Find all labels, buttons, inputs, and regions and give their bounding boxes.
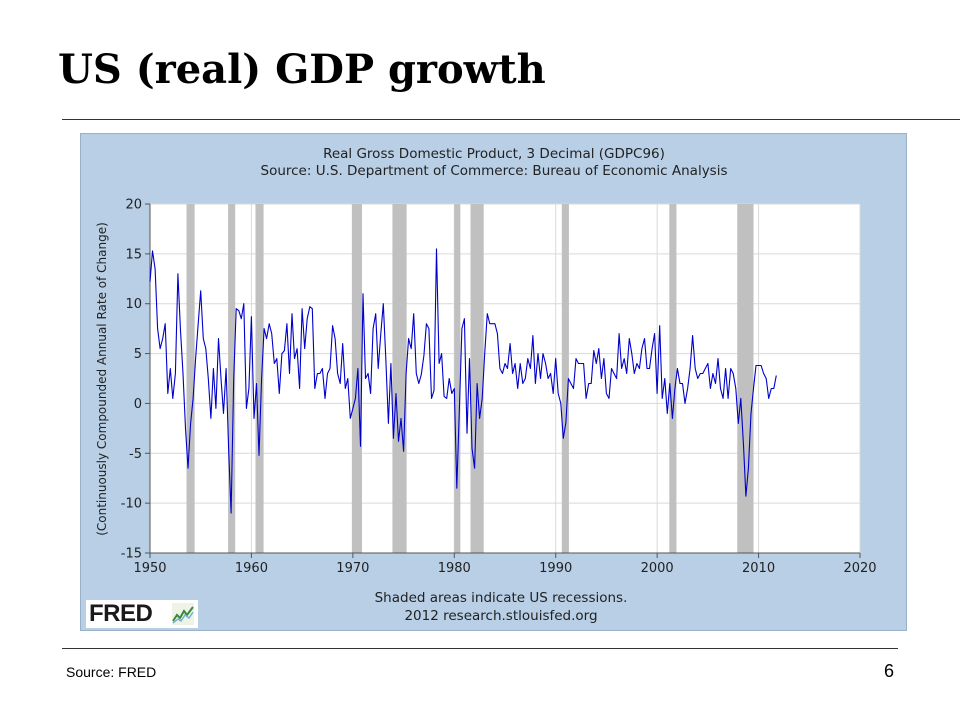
fred-logo: FRED: [86, 600, 198, 628]
chart-title: Real Gross Domestic Product, 3 Decimal (…: [323, 146, 665, 162]
x-tick-label: 2000: [641, 561, 674, 576]
recession-band: [737, 204, 754, 553]
y-tick-label: 15: [125, 247, 142, 262]
recession-band: [454, 204, 461, 553]
x-tick-label: 1960: [235, 561, 268, 576]
chart-icon: [172, 603, 194, 625]
y-tick-label: -10: [121, 497, 142, 512]
recession-band: [561, 204, 569, 553]
chart-subtitle: Source: U.S. Department of Commerce: Bur…: [261, 163, 728, 179]
bottom-divider: [62, 648, 898, 649]
y-tick-label: -5: [129, 447, 142, 462]
x-tick-label: 1990: [539, 561, 572, 576]
y-axis-label: (Continuously Compounded Annual Rate of …: [95, 222, 109, 536]
y-tick-label: 20: [125, 198, 142, 213]
x-tick-label: 2020: [843, 561, 876, 576]
page-number: 6: [883, 661, 894, 681]
recession-band: [669, 204, 677, 553]
top-divider: [62, 119, 960, 120]
chart-footnote: 2012 research.stlouisfed.org: [404, 608, 597, 624]
source-note: Source: FRED: [66, 664, 157, 680]
x-axis-label: Shaded areas indicate US recessions.: [375, 590, 628, 606]
gdp-growth-chart: Real Gross Domestic Product, 3 Decimal (…: [95, 146, 877, 624]
recession-band: [186, 204, 195, 553]
x-tick-label: 2010: [742, 561, 775, 576]
recession-band: [392, 204, 407, 553]
slide-title: US (real) GDP growth: [58, 46, 546, 93]
y-tick-label: 0: [134, 397, 142, 412]
x-tick-label: 1970: [336, 561, 369, 576]
y-tick-label: 10: [125, 297, 142, 312]
gdp-growth-line: [149, 248, 777, 514]
x-tick-label: 1950: [133, 561, 166, 576]
recession-band: [255, 204, 264, 553]
x-tick-label: 1980: [438, 561, 471, 576]
recession-band: [228, 204, 236, 553]
y-tick-label: 5: [134, 347, 142, 362]
chart-frame: Real Gross Domestic Product, 3 Decimal (…: [80, 133, 907, 631]
recession-band: [470, 204, 484, 553]
y-tick-label: -15: [121, 547, 142, 562]
fred-logo-text: FRED: [89, 600, 153, 627]
